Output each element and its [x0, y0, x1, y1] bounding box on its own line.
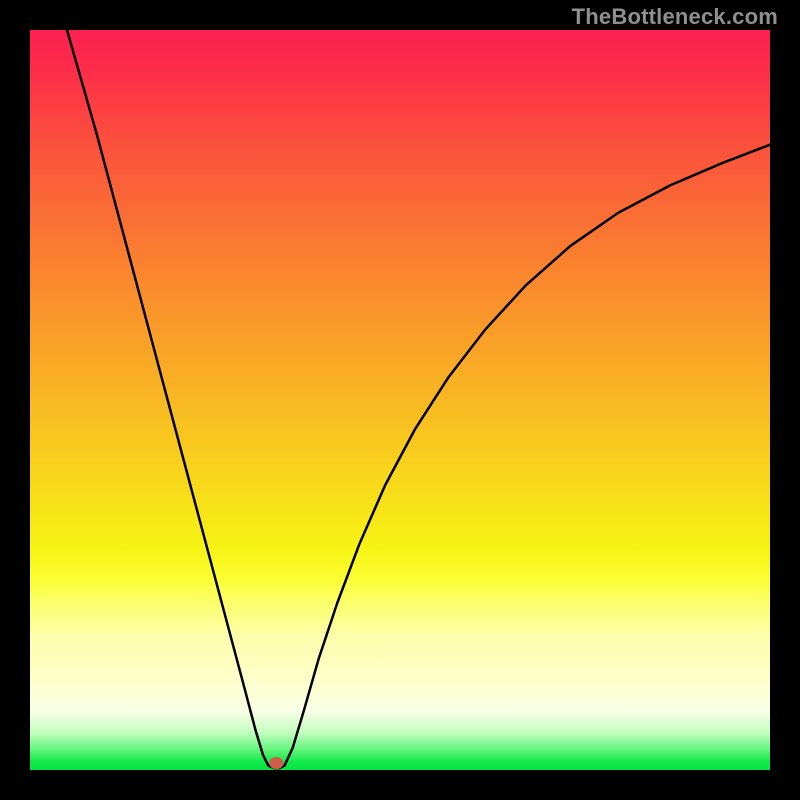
- watermark-text: TheBottleneck.com: [572, 4, 778, 30]
- bottleneck-curve: [67, 30, 770, 768]
- optimal-point-marker: [270, 757, 283, 769]
- chart-container: TheBottleneck.com: [0, 0, 800, 800]
- plot-area: [30, 30, 770, 770]
- curve-svg: [30, 30, 770, 770]
